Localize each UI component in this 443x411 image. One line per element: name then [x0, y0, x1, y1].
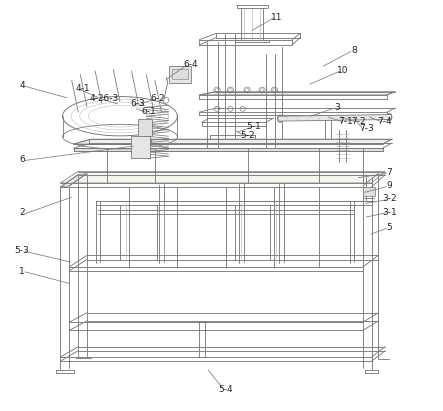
Polygon shape	[131, 136, 150, 158]
Text: 2: 2	[19, 208, 25, 217]
Polygon shape	[199, 92, 395, 95]
Text: 6-4: 6-4	[183, 60, 198, 69]
Text: 7-3: 7-3	[359, 124, 374, 133]
Text: 7-4: 7-4	[377, 117, 392, 126]
Text: 10: 10	[337, 66, 349, 75]
Polygon shape	[171, 69, 188, 79]
Text: 4-1: 4-1	[75, 84, 89, 93]
Text: 3: 3	[335, 103, 341, 112]
Polygon shape	[74, 139, 392, 144]
Text: 3-2: 3-2	[382, 194, 396, 203]
Text: 1: 1	[19, 267, 25, 275]
Text: 11: 11	[271, 13, 283, 22]
Text: 7-2: 7-2	[351, 117, 366, 126]
Text: 6-2: 6-2	[150, 94, 165, 103]
Polygon shape	[74, 148, 383, 151]
Text: 5: 5	[386, 223, 392, 232]
Text: 8: 8	[351, 46, 357, 55]
Text: 9: 9	[386, 181, 392, 190]
Text: 6-3: 6-3	[130, 99, 145, 109]
Text: 5-2: 5-2	[241, 131, 255, 140]
Text: 5-3: 5-3	[15, 246, 29, 255]
Text: 6: 6	[19, 155, 25, 164]
Ellipse shape	[278, 115, 283, 122]
Text: 6-1: 6-1	[141, 107, 156, 116]
Text: 4: 4	[19, 81, 25, 90]
Text: 7-1: 7-1	[338, 117, 354, 126]
Text: 5-4: 5-4	[218, 385, 233, 393]
Polygon shape	[363, 187, 375, 196]
Polygon shape	[278, 115, 392, 121]
Polygon shape	[138, 120, 152, 136]
Text: 7: 7	[386, 168, 392, 177]
Polygon shape	[60, 171, 385, 183]
Ellipse shape	[387, 113, 392, 121]
Text: 5-1: 5-1	[246, 122, 260, 132]
Text: 4-26-3: 4-26-3	[90, 94, 119, 103]
Polygon shape	[169, 66, 190, 83]
Polygon shape	[60, 173, 87, 187]
Text: 3-1: 3-1	[382, 208, 396, 217]
